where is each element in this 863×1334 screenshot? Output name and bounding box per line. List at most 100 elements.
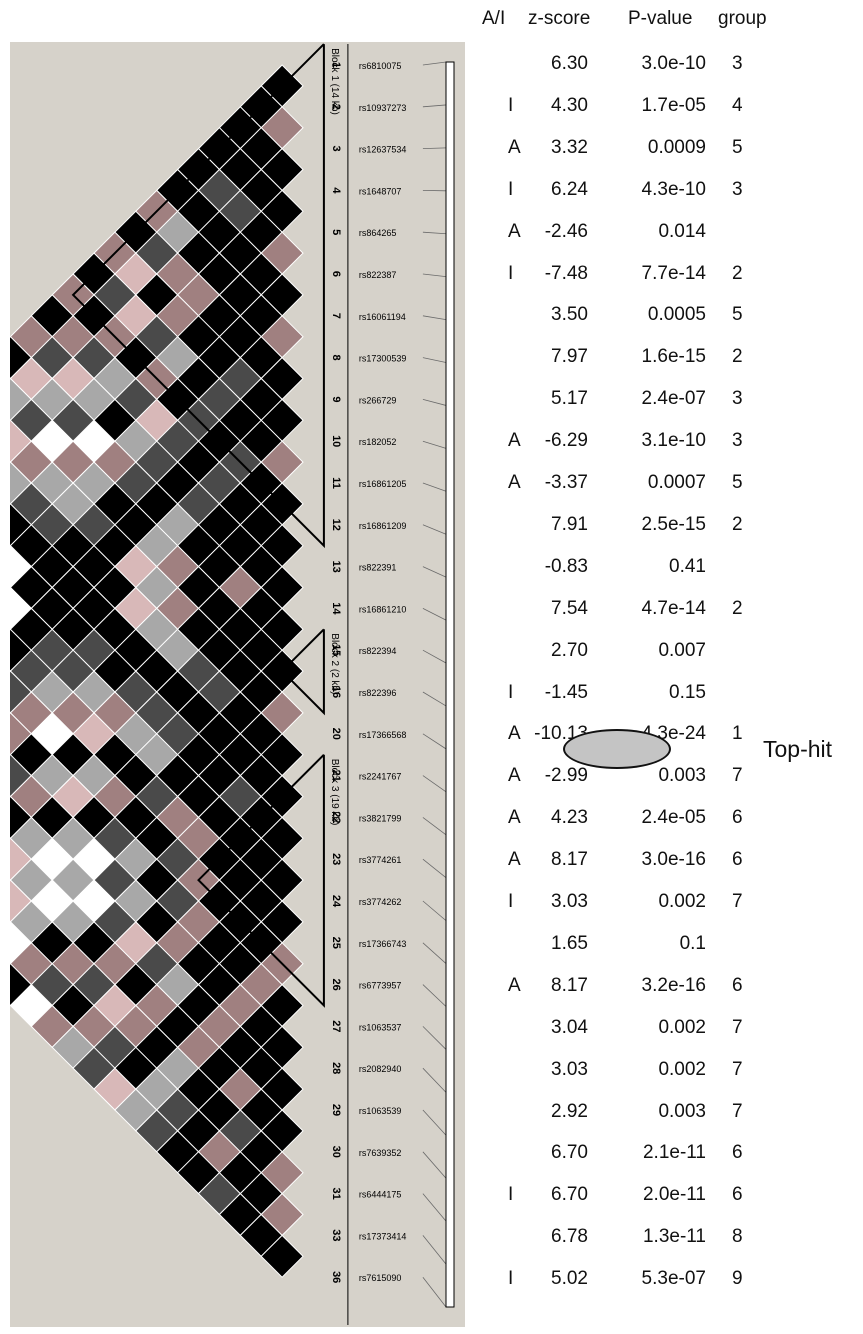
marker-index: 1: [330, 62, 342, 68]
snp-name: rs864265: [359, 228, 397, 238]
p-value-cell: 0.002: [658, 891, 706, 912]
p-value-cell: 0.1: [679, 933, 706, 954]
ai-cell: I: [508, 1268, 514, 1289]
block-label: Block 2 (2 kb): [329, 633, 340, 694]
ai-cell: A: [508, 807, 521, 828]
p-value-cell: 1.6e-15: [641, 346, 706, 367]
marker-index: 3: [330, 146, 342, 152]
header-p-value: P-value: [628, 8, 693, 29]
group-cell: 5: [732, 137, 743, 158]
group-cell: 1: [732, 723, 743, 744]
snp-name: rs16861205: [359, 479, 407, 489]
z-score-cell: 1.65: [551, 933, 588, 954]
p-value-cell: 0.0009: [647, 137, 706, 158]
position-leader-line: [422, 817, 447, 836]
ld-block-outline: [280, 628, 325, 716]
z-score-cell: 3.32: [551, 137, 588, 158]
group-cell: 6: [732, 1184, 743, 1205]
snp-name: rs6810075: [359, 61, 402, 71]
block-label: Block 3 (19 kb): [329, 759, 340, 826]
snp-name: rs266729: [359, 395, 397, 405]
position-leader-line: [422, 691, 447, 707]
z-score-cell: 7.91: [551, 514, 588, 535]
marker-index: 6: [330, 271, 342, 277]
marker-index: 29: [330, 1104, 342, 1116]
marker-index: 5: [330, 229, 342, 235]
snp-name: rs6444175: [359, 1190, 402, 1200]
group-cell: 5: [732, 472, 743, 493]
ld-block-outline: [71, 43, 325, 549]
z-score-cell: 3.04: [551, 1017, 588, 1038]
p-value-cell: 7.7e-14: [641, 263, 706, 284]
p-value-cell: 5.3e-07: [641, 1268, 706, 1289]
snp-name: rs3774261: [359, 855, 402, 865]
marker-index: 8: [330, 355, 342, 361]
z-score-cell: -7.48: [544, 263, 588, 284]
position-leader-line: [422, 608, 447, 621]
marker-index: 2: [330, 104, 342, 110]
position-leader-line: [422, 984, 447, 1007]
z-score-cell: -2.46: [544, 221, 588, 242]
p-value-cell: 4.3e-10: [641, 179, 706, 200]
marker-index: 16: [330, 686, 342, 698]
p-value-cell: 1.7e-05: [641, 95, 706, 116]
group-cell: 9: [732, 1268, 743, 1289]
marker-index: 36: [330, 1271, 342, 1283]
position-leader-line: [422, 1026, 447, 1050]
p-value-cell: 2.4e-07: [641, 388, 706, 409]
group-cell: 6: [732, 807, 743, 828]
snp-name: rs6773957: [359, 981, 402, 991]
group-cell: 7: [732, 891, 743, 912]
marker-index: 26: [330, 978, 342, 990]
position-leader-line: [422, 733, 447, 750]
z-score-cell: 3.03: [551, 891, 588, 912]
ai-cell: I: [508, 891, 514, 912]
header-group: group: [718, 8, 767, 29]
ai-cell: A: [508, 849, 521, 870]
group-cell: 7: [732, 1101, 743, 1122]
group-cell: 2: [732, 598, 743, 619]
z-score-cell: 2.70: [551, 640, 588, 661]
position-leader-line: [422, 273, 447, 278]
group-cell: 6: [732, 975, 743, 996]
snp-name: rs822391: [359, 563, 397, 573]
z-score-cell: -6.29: [544, 430, 588, 451]
p-value-cell: 3.0e-10: [641, 53, 706, 74]
p-value-cell: 3.0e-16: [641, 849, 706, 870]
snp-name: rs1648707: [359, 186, 402, 196]
position-leader-line: [422, 1276, 447, 1308]
snp-name: rs182052: [359, 437, 397, 447]
marker-index: 28: [330, 1062, 342, 1074]
ai-cell: A: [508, 765, 521, 786]
z-score-cell: 4.23: [551, 807, 588, 828]
ai-cell: A: [508, 723, 521, 744]
group-cell: 3: [732, 388, 743, 409]
marker-index: 7: [330, 313, 342, 319]
snp-name: rs3821799: [359, 813, 402, 823]
ai-cell: I: [508, 1184, 514, 1205]
p-value-cell: 0.007: [658, 640, 706, 661]
top-hit-label: Top-hit: [763, 736, 833, 762]
marker-index: 30: [330, 1146, 342, 1158]
ai-cell: A: [508, 221, 521, 242]
position-leader-line: [422, 1067, 447, 1093]
snp-name: rs16861209: [359, 521, 407, 531]
p-value-cell: 0.014: [658, 221, 706, 242]
physical-position-bar: [445, 61, 455, 1308]
p-value-cell: 3.2e-16: [641, 975, 706, 996]
z-score-cell: 3.03: [551, 1059, 588, 1080]
position-leader-line: [422, 399, 447, 406]
group-cell: 8: [732, 1226, 743, 1247]
p-value-cell: 0.0007: [647, 472, 706, 493]
marker-index: 4: [330, 187, 342, 194]
ld-cell: [260, 1234, 304, 1278]
z-score-cell: 5.02: [551, 1268, 588, 1289]
snp-name: rs822396: [359, 688, 397, 698]
group-cell: 3: [732, 179, 743, 200]
group-cell: 7: [732, 1059, 743, 1080]
position-leader-line: [422, 231, 447, 235]
marker-index: 25: [330, 937, 342, 949]
group-cell: 7: [732, 1017, 743, 1038]
p-value-cell: 0.002: [658, 1017, 706, 1038]
z-score-cell: 5.17: [551, 388, 588, 409]
